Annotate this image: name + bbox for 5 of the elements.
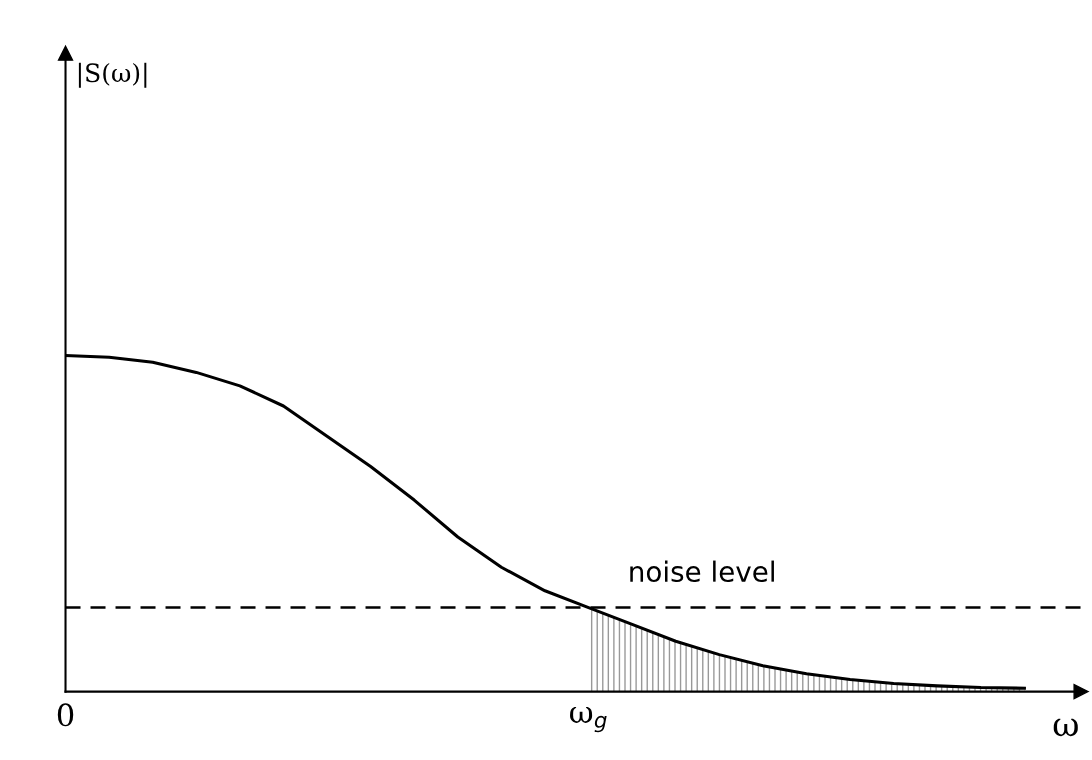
x-axis-title: ω <box>1053 718 1078 737</box>
ref-line-label: noise level <box>630 560 774 583</box>
x-tick-label: ω$_{g}$ <box>570 706 607 733</box>
text: |S(ω)| <box>78 62 147 88</box>
x-tick-label: 0 <box>57 703 74 727</box>
